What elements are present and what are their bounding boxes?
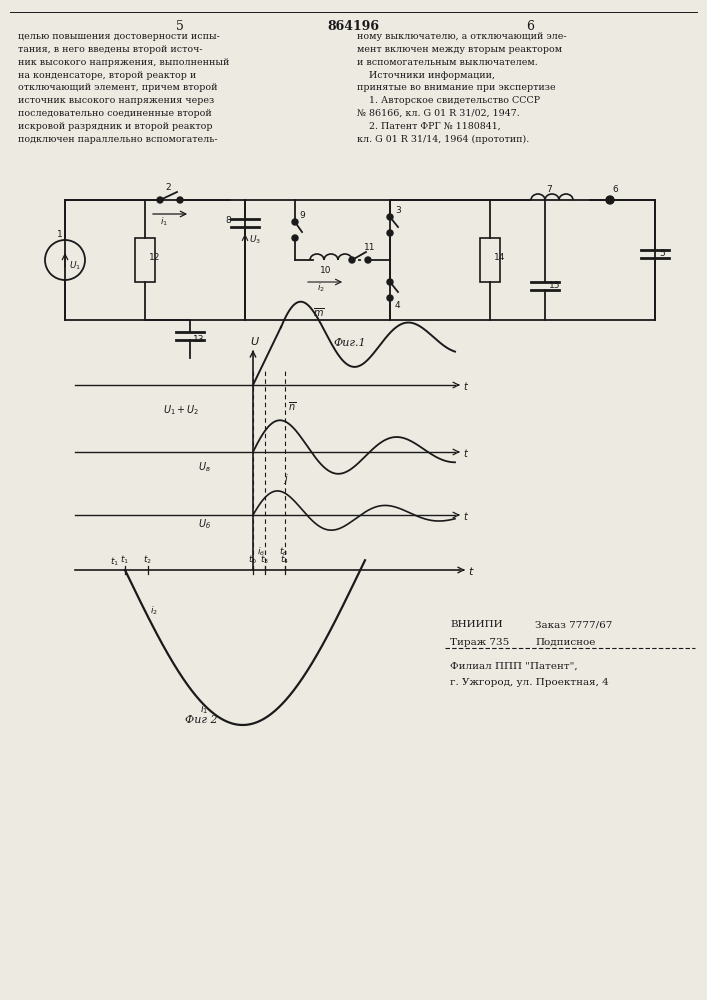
Text: ВНИИПИ: ВНИИПИ xyxy=(450,620,503,629)
Text: $i_б$: $i_б$ xyxy=(257,546,265,558)
Text: Подписное: Подписное xyxy=(535,638,595,647)
Text: 7: 7 xyxy=(546,185,551,194)
Text: $t_3$: $t_3$ xyxy=(260,554,269,566)
Circle shape xyxy=(349,257,355,263)
Text: $t_б$: $t_б$ xyxy=(279,546,288,558)
Text: 8: 8 xyxy=(225,216,230,225)
Text: 11: 11 xyxy=(364,243,375,252)
Circle shape xyxy=(387,230,393,236)
Text: $i_1$: $i_1$ xyxy=(200,703,209,716)
Text: $i_2$: $i_2$ xyxy=(150,605,158,617)
Text: $\overline{n}$: $\overline{n}$ xyxy=(288,400,296,413)
Text: 4: 4 xyxy=(395,301,401,310)
Text: Фиг.1: Фиг.1 xyxy=(334,338,366,348)
Text: 14: 14 xyxy=(494,253,506,262)
Circle shape xyxy=(292,219,298,225)
Text: $U_б$: $U_б$ xyxy=(198,517,211,531)
Text: 15: 15 xyxy=(549,281,561,290)
Text: 10: 10 xyxy=(320,266,332,275)
Circle shape xyxy=(365,257,371,263)
Text: Филиал ППП "Патент",: Филиал ППП "Патент", xyxy=(450,662,578,671)
Text: 5: 5 xyxy=(659,249,665,258)
Text: U: U xyxy=(250,337,258,347)
Text: 6: 6 xyxy=(526,20,534,33)
Text: $i_2$: $i_2$ xyxy=(317,281,325,294)
Circle shape xyxy=(606,196,614,204)
Circle shape xyxy=(387,214,393,220)
Text: $t_0$: $t_0$ xyxy=(248,554,257,566)
Text: ному выключателю, а отключающий эле-
мент включен между вторым реактором
и вспом: ному выключателю, а отключающий эле- мен… xyxy=(357,32,566,144)
Text: Заказ 7777/67: Заказ 7777/67 xyxy=(535,620,612,629)
Circle shape xyxy=(292,235,298,241)
Text: $i_1$: $i_1$ xyxy=(160,215,168,228)
Text: t: t xyxy=(463,512,467,522)
Text: 6: 6 xyxy=(612,185,618,194)
Text: 13: 13 xyxy=(193,335,204,344)
Text: 5: 5 xyxy=(176,20,184,33)
Text: $\overline{m}$: $\overline{m}$ xyxy=(313,306,325,319)
Text: $U_1$: $U_1$ xyxy=(69,259,81,271)
Text: 3: 3 xyxy=(395,206,401,215)
Text: $U_в$: $U_в$ xyxy=(198,460,211,474)
Text: $j$: $j$ xyxy=(283,472,288,486)
Text: t: t xyxy=(463,449,467,459)
Circle shape xyxy=(157,197,163,203)
Text: целью повышения достоверности испы-
тания, в него введены второй источ-
ник высо: целью повышения достоверности испы- тани… xyxy=(18,32,229,144)
Text: $t_1$: $t_1$ xyxy=(120,554,129,566)
Circle shape xyxy=(177,197,183,203)
Text: $t_4$: $t_4$ xyxy=(280,554,289,566)
Bar xyxy=(480,238,500,282)
Text: 1: 1 xyxy=(57,230,63,239)
Text: Фиг 2: Фиг 2 xyxy=(185,715,218,725)
Text: $U_3$: $U_3$ xyxy=(249,234,261,246)
Text: г. Ужгород, ул. Проектная, 4: г. Ужгород, ул. Проектная, 4 xyxy=(450,678,609,687)
Circle shape xyxy=(387,279,393,285)
Circle shape xyxy=(387,295,393,301)
Text: $U_1+U_2$: $U_1+U_2$ xyxy=(163,403,199,417)
Text: 2: 2 xyxy=(165,183,170,192)
Bar xyxy=(135,238,155,282)
Text: 9: 9 xyxy=(299,211,305,220)
Text: Тираж 735: Тираж 735 xyxy=(450,638,509,647)
Text: 12: 12 xyxy=(149,253,160,262)
Text: $t_1$: $t_1$ xyxy=(110,556,119,568)
Text: $t_2$: $t_2$ xyxy=(143,554,152,566)
Text: t: t xyxy=(468,567,472,577)
Text: 864196: 864196 xyxy=(327,20,379,33)
Text: t: t xyxy=(463,382,467,392)
